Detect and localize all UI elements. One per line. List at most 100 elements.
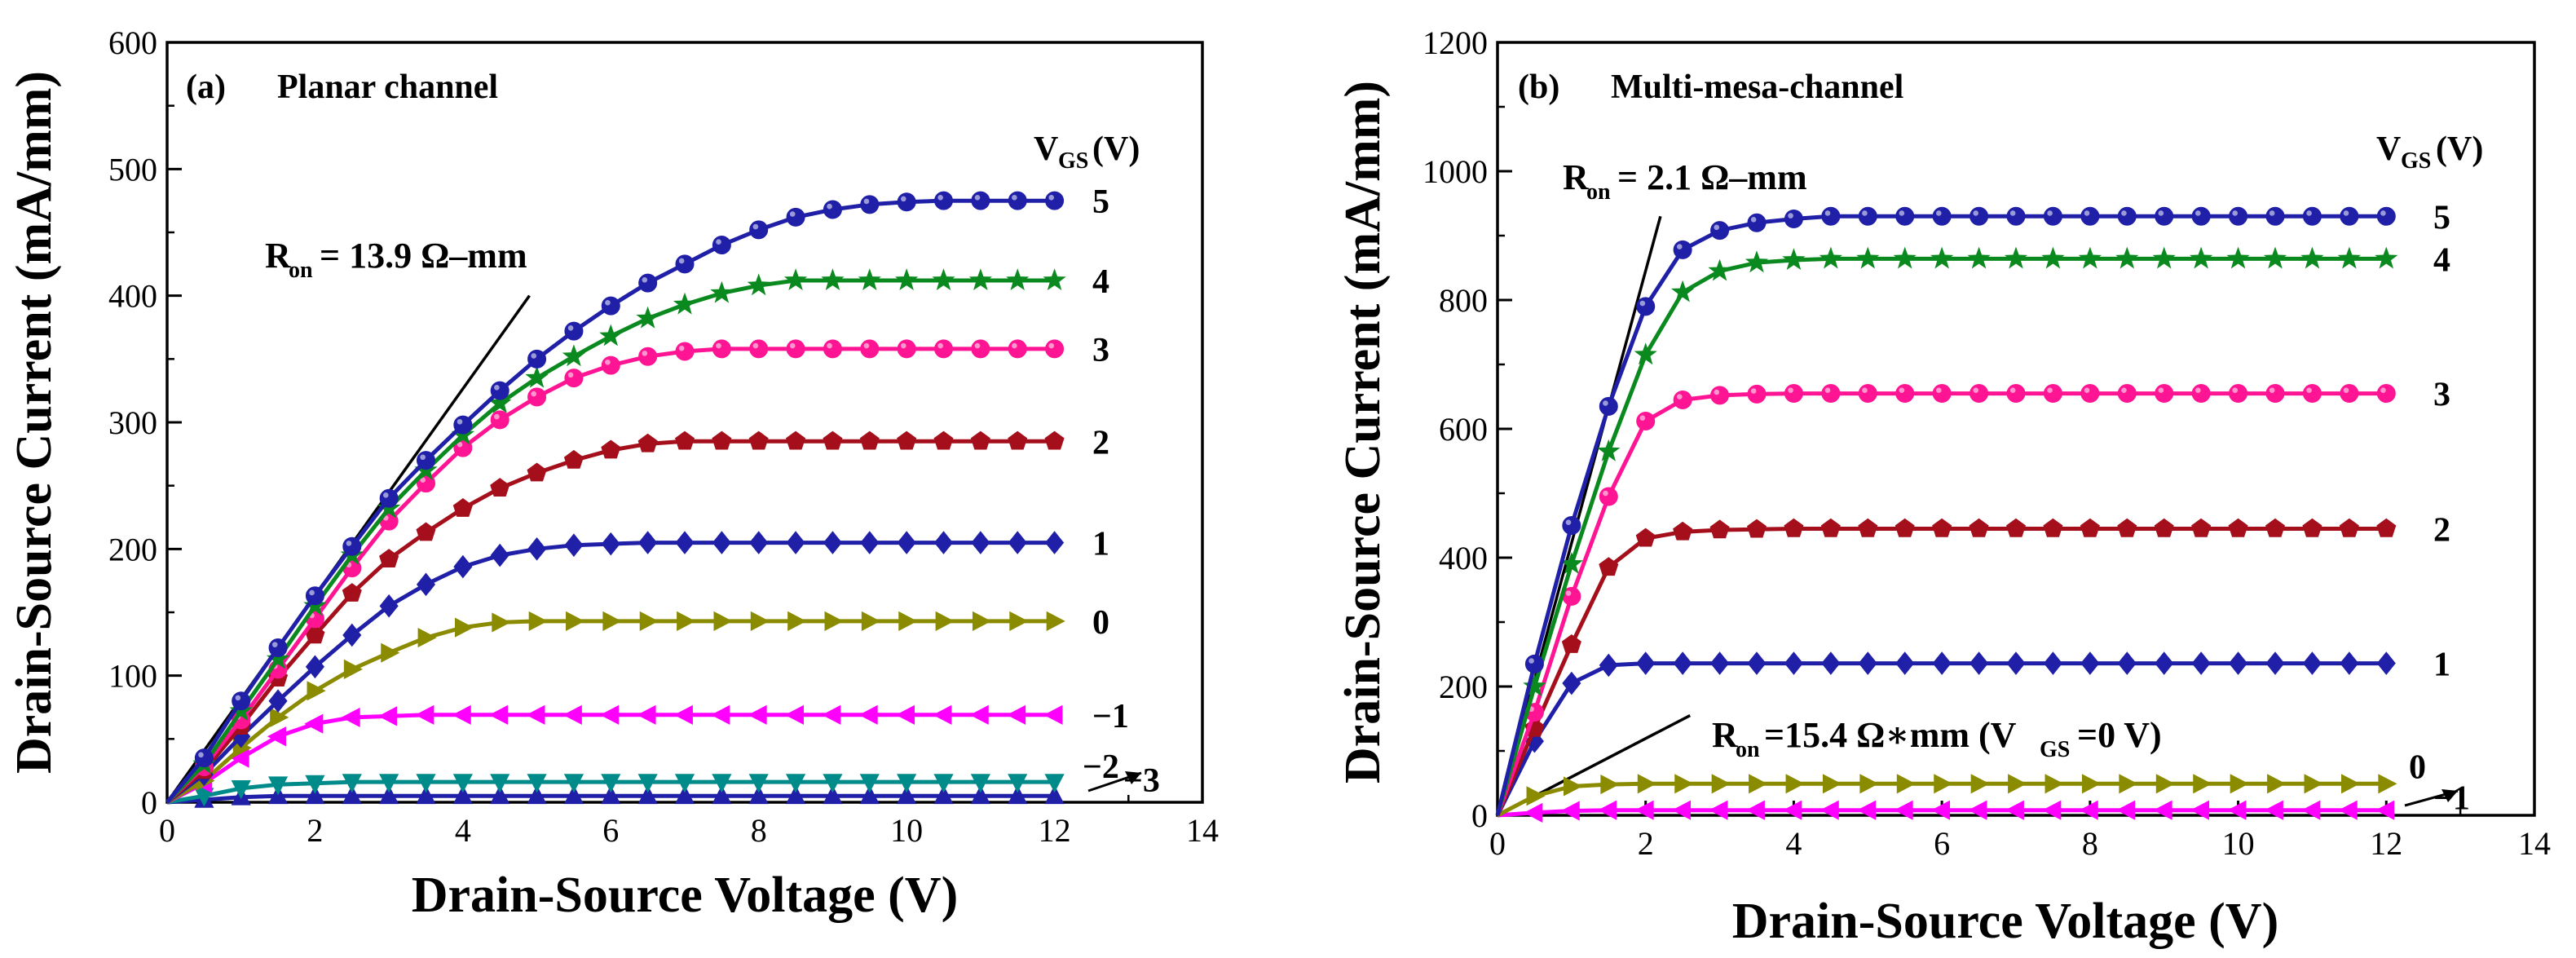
panel-b-series-4-point-1 <box>1523 674 1546 696</box>
panel-b-series--1-point-9 <box>1820 800 1839 820</box>
panel-b-ron2-annotation: R on =15.4 Ω∗mm (V GS =0 V) <box>1712 715 2162 762</box>
panel-b-series-3-point-18 <box>2155 384 2174 404</box>
panel-a-series-2-point-8 <box>452 498 473 517</box>
panel-b-series-5-point-7 <box>1747 213 1767 232</box>
panel-b-series-2-point-14 <box>2006 518 2026 537</box>
panel-b-ron2-sub: on <box>1736 737 1760 762</box>
panel-a-series-2-point-15 <box>712 430 732 450</box>
panel-a-series-4-point-12 <box>599 324 623 347</box>
panel-a-ron-value: = 13.9 Ω–mm <box>320 236 527 276</box>
panel-b-series-2-point-24 <box>2376 518 2397 537</box>
panel-a-series-0-point-3 <box>270 707 289 728</box>
panel-a-ron-r: R <box>265 236 292 276</box>
panel-b-vgs-label-1: 1 <box>2433 647 2450 684</box>
panel-a-x-tick-label-5: 10 <box>890 812 923 849</box>
panel-a-series-0-point-4 <box>307 681 326 701</box>
panel-a-series--1-point-6 <box>377 706 398 726</box>
panel-a-y-tick-label-6: 600 <box>108 24 157 61</box>
panel-b-series-3-point-21 <box>2265 384 2285 404</box>
panel-a-series-1-line <box>165 541 1055 804</box>
panel-b-series-4-point-23 <box>2337 246 2361 269</box>
panel-b-series-1-point-5 <box>1673 651 1692 675</box>
panel-a-series-3-point-13 <box>638 347 658 366</box>
panel-b-series-1-point-6 <box>1710 651 1730 675</box>
panel-b-vgs-label-2: 2 <box>2433 511 2450 549</box>
panel-b-series-1-point-14 <box>2006 651 2026 675</box>
panel-a-series-2-point-24 <box>1044 430 1065 450</box>
panel-a-series--2-point-23 <box>1008 774 1028 793</box>
panel-b-y-tick-label-2: 400 <box>1439 540 1488 576</box>
panel-b-series-4-point-5 <box>1671 280 1695 302</box>
panel-b-series-5-point-18 <box>2155 206 2174 226</box>
panel-a-series-2-point-23 <box>1008 430 1028 450</box>
panel-b-series-0-point-24 <box>2378 774 2397 794</box>
panel-a-series--1-point-23 <box>1007 704 1026 725</box>
panel-a-series-2-point-13 <box>637 433 658 453</box>
panel-a-series--1-point-5 <box>341 707 360 728</box>
panel-a-series--3-point-18 <box>823 785 843 805</box>
panel-a-series--3-point-7 <box>416 785 436 805</box>
panel-a-series-1-point-20 <box>897 531 916 554</box>
panel-a-series--3-point-16 <box>748 785 769 805</box>
panel-a-series-2-point-12 <box>601 439 621 459</box>
panel-b-series-2-point-12 <box>1932 518 1952 537</box>
panel-a-series-0-point-14 <box>677 611 696 631</box>
panel-a-series--2-point-15 <box>712 774 732 793</box>
panel-a-series--3-point-6 <box>379 785 399 805</box>
panel-a-series-2-point-11 <box>563 449 584 469</box>
panel-b-series-3-point-19 <box>2191 384 2211 404</box>
panel-b-legend-title: V GS (V) <box>2376 130 2483 174</box>
panel-b-series-1-point-17 <box>2117 651 2137 675</box>
panel-b-series-0-point-20 <box>2230 774 2249 794</box>
panel-b-series-0-point-6 <box>1711 774 1731 794</box>
panel-a-x-tick-label-6: 12 <box>1039 812 1071 849</box>
panel-b-series-5-point-15 <box>2043 206 2062 226</box>
panel-b-series-1-point-11 <box>1895 651 1915 675</box>
panel-b-series-2-point-6 <box>1709 519 1730 539</box>
panel-a-series--1-point-19 <box>858 704 878 725</box>
panel-a-series--1-point-17 <box>784 704 804 725</box>
panel-b-series-4 <box>1495 246 2398 816</box>
panel-b-series-2-point-22 <box>2302 518 2322 537</box>
panel-a-series-5-point-24 <box>1045 191 1065 210</box>
panel-a-series--2-point-8 <box>452 774 473 793</box>
panel-b-series-5-point-19 <box>2191 206 2211 226</box>
panel-a-series-1-point-18 <box>823 531 842 554</box>
panel-b-series-4-point-11 <box>1893 246 1917 269</box>
panel-b-series-0-point-3 <box>1600 774 1620 795</box>
panel-b-ron-annotation: R on = 2.1 Ω–mm <box>1563 157 1807 205</box>
panel-a-series-1-point-19 <box>860 531 880 554</box>
panel-b-series-4-point-21 <box>2263 246 2287 269</box>
panel-b-series-0-point-2 <box>1563 776 1583 797</box>
panel-a-series--3-point-20 <box>897 785 917 805</box>
panel-a-series-0-point-10 <box>528 611 548 631</box>
panel-a-y-tick-label-3: 300 <box>108 404 157 441</box>
panel-b-series-5-point-11 <box>1895 206 1915 226</box>
panel-b-series-2-point-11 <box>1895 518 1915 537</box>
panel-a-y-tick-label-0: 0 <box>141 784 157 821</box>
panel-b-series-1-point-24 <box>2376 651 2396 675</box>
panel-a-series-3-point-20 <box>897 339 916 359</box>
panel-b-series-1-point-4 <box>1636 651 1656 675</box>
panel-a-series-2-point-22 <box>970 430 990 450</box>
panel-a-series-1-point-8 <box>453 554 473 579</box>
panel-a-series-0-point-9 <box>492 612 511 633</box>
panel-b-series-4-point-4 <box>1634 342 1657 365</box>
panel-b-series-0-point-13 <box>1970 774 1990 794</box>
panel-a-series--1-point-12 <box>600 704 620 725</box>
panel-a-series-3-point-12 <box>601 355 620 375</box>
panel-b-series-5-point-6 <box>1710 221 1730 241</box>
panel-a-series-5-point-9 <box>490 381 509 400</box>
panel-b-legend-unit: (V) <box>2436 130 2483 168</box>
panel-a-series--1-point-18 <box>822 704 841 725</box>
panel-b-series-0-point-15 <box>2044 774 2064 794</box>
panel-b-series-1-point-23 <box>2340 651 2359 675</box>
panel-a-series-0-point-13 <box>639 611 659 631</box>
panel-b-series-3-point-16 <box>2080 384 2100 404</box>
panel-b-x-tick-label-0: 0 <box>1489 825 1506 862</box>
panel-a-series-1-point-6 <box>379 594 399 618</box>
panel-b-series-3-point-7 <box>1747 384 1767 404</box>
panel-b-series--1-point-22 <box>2301 800 2321 820</box>
panel-b-series--1-point-20 <box>2227 800 2247 820</box>
